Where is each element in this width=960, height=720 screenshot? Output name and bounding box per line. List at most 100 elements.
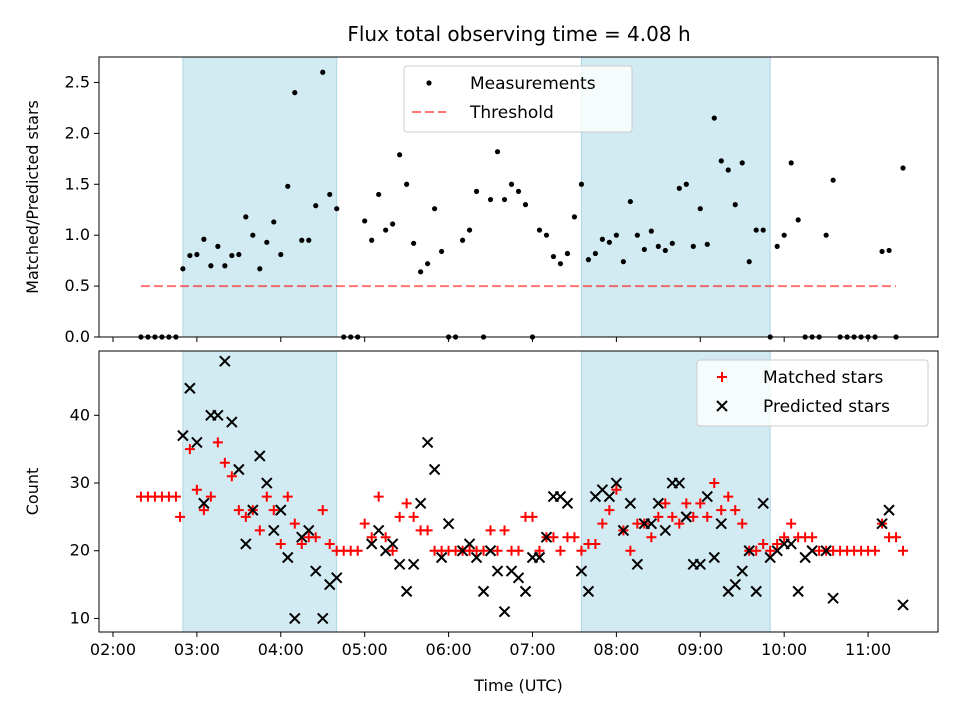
predicted-point <box>708 551 720 564</box>
matched-point <box>653 511 664 522</box>
predicted-point <box>310 565 322 577</box>
legend-box <box>403 65 633 133</box>
measurement-point <box>432 206 438 212</box>
matched-point <box>233 505 244 516</box>
matched-point <box>576 545 587 556</box>
predicted-point <box>191 436 203 449</box>
y-tick-label: 1.0 <box>65 225 90 244</box>
matched-point <box>219 457 230 468</box>
matched-point <box>786 518 797 529</box>
measurement-point <box>390 221 396 227</box>
measurement-point <box>760 227 766 233</box>
matched-point <box>268 505 279 516</box>
predicted-point <box>603 490 616 503</box>
legend-entry: Measurements <box>470 74 596 94</box>
predicted-point <box>226 416 238 428</box>
measurement-point <box>222 263 228 269</box>
measurement-point <box>795 217 801 223</box>
measurement-point <box>662 247 668 254</box>
y-tick-label: 10 <box>70 608 90 627</box>
y-axis-label: Matched/Predicted stars <box>23 100 42 294</box>
matched-point <box>394 511 405 522</box>
legend-entry: Matched stars <box>763 368 883 388</box>
measurement-point <box>648 228 654 234</box>
predicted-point <box>792 585 804 598</box>
measurement-point <box>236 251 242 258</box>
plot-frame <box>98 350 939 633</box>
matched-point <box>261 491 272 502</box>
y-axis-label: Count <box>23 468 42 516</box>
matched-point <box>198 505 209 516</box>
matched-point <box>492 545 503 556</box>
measurement-point <box>306 237 312 243</box>
matched-point <box>422 525 433 536</box>
shaded-interval <box>182 350 338 633</box>
measurement-point <box>411 240 417 246</box>
matched-point <box>807 532 818 543</box>
matched-point <box>681 498 692 509</box>
predicted-point <box>652 497 665 510</box>
measurement-point <box>264 239 270 245</box>
measurement-point <box>543 232 550 238</box>
predicted-point <box>512 572 525 584</box>
predicted-point <box>498 605 511 618</box>
measurement-point <box>690 243 696 249</box>
predicted-point <box>428 463 441 476</box>
matched-point <box>765 545 776 556</box>
measurement-point <box>641 246 647 253</box>
measurement-point <box>886 247 892 254</box>
predicted-point <box>743 545 755 557</box>
predicted-point <box>365 538 378 550</box>
matched-point <box>716 505 727 516</box>
measurement-point <box>592 250 599 257</box>
matched-point <box>772 538 783 549</box>
predicted-point <box>820 545 832 557</box>
matched-point <box>401 498 412 509</box>
y-tick-label: 30 <box>70 473 90 492</box>
predicted-point <box>261 477 273 489</box>
matched-point <box>555 545 566 556</box>
matched-point <box>604 505 615 516</box>
matched-point <box>317 505 328 516</box>
measurement-point <box>418 269 424 275</box>
y-tick-label: 2.5 <box>65 72 90 91</box>
measurement-point <box>830 177 836 183</box>
matched-point <box>289 518 300 529</box>
predicted-point <box>435 551 448 564</box>
predicted-point <box>484 545 497 557</box>
measurement-point <box>466 227 473 233</box>
predicted-point <box>694 558 706 570</box>
matched-point <box>751 545 762 556</box>
x-tick-label: 11:00 <box>845 640 891 659</box>
predicted-point <box>177 429 189 442</box>
matched-point <box>779 532 790 543</box>
measurement-point <box>599 236 606 242</box>
x-tick-label: 02:00 <box>90 640 136 659</box>
measurement-point <box>697 206 703 212</box>
predicted-point <box>624 497 637 510</box>
y-tick-label: 0.0 <box>65 327 90 346</box>
measurement-point <box>788 160 794 166</box>
predicted-point <box>561 497 574 510</box>
measurement-point <box>879 248 885 255</box>
predicted-point <box>715 517 727 530</box>
matched-point <box>625 545 636 556</box>
predicted-point <box>407 558 420 570</box>
predicted-point <box>673 477 686 489</box>
predicted-point <box>645 517 658 530</box>
x-tick-label: 05:00 <box>342 640 388 659</box>
matched-point <box>590 538 601 549</box>
predicted-point <box>785 538 797 550</box>
predicted-point <box>477 585 490 598</box>
matched-point <box>891 532 902 543</box>
measurement-point <box>187 252 193 259</box>
measurement-point <box>676 185 682 191</box>
measurement-point <box>494 149 501 155</box>
matched-point <box>758 538 769 549</box>
predicted-point <box>680 511 693 523</box>
predicted-point <box>442 517 455 530</box>
matched-point <box>226 471 237 482</box>
matched-point <box>205 491 216 502</box>
measurement-point <box>620 259 626 265</box>
measurement-point <box>459 237 466 243</box>
